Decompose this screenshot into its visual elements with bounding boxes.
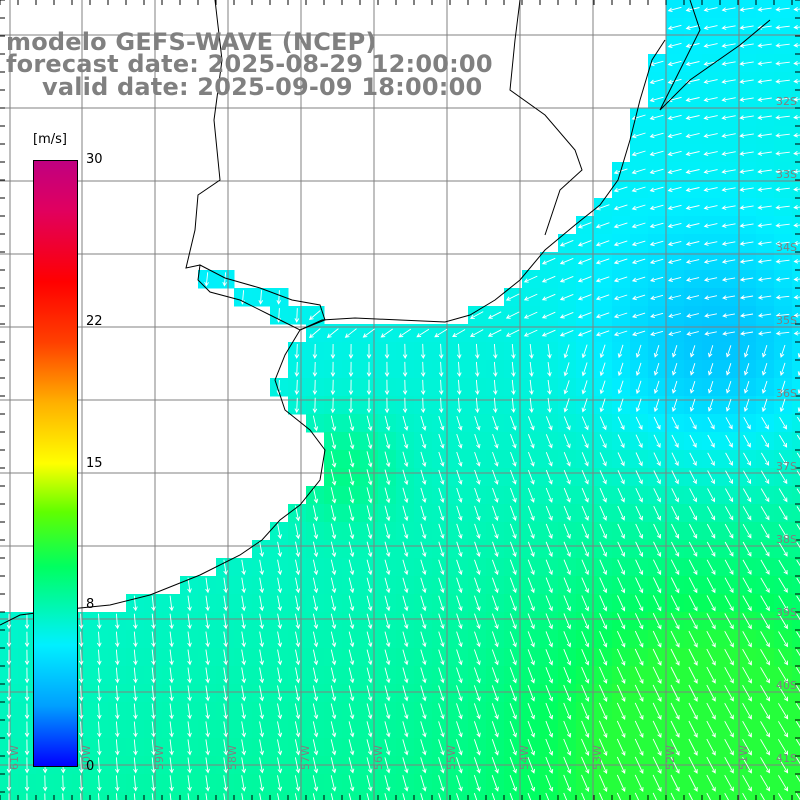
lon-label: 53W	[591, 745, 604, 770]
wind-speed-cell	[792, 702, 800, 721]
wind-speed-cell	[792, 414, 800, 433]
lat-label: 32S	[776, 95, 797, 108]
colorbar-tick-label: 15	[86, 456, 103, 471]
wind-speed-cell	[576, 792, 595, 800]
wind-speed-cell	[612, 792, 631, 800]
wind-speed-cell	[468, 792, 487, 800]
wind-speed-cell	[234, 792, 253, 800]
wind-speed-cell	[666, 792, 685, 800]
wind-speed-cell	[648, 792, 667, 800]
wind-speed-cell	[288, 792, 307, 800]
wind-speed-cell	[792, 486, 800, 505]
colorbar-tick-label: 22	[86, 314, 103, 329]
wind-speed-cell	[162, 792, 181, 800]
lon-label: 61W	[8, 745, 21, 770]
wind-speed-cell	[270, 792, 289, 800]
wind-speed-cell	[792, 576, 800, 595]
wind-speed-cell	[450, 792, 469, 800]
wind-speed-cell	[522, 792, 541, 800]
lat-label: 35S	[776, 314, 797, 327]
wind-speed-cell	[594, 792, 613, 800]
wind-speed-cell	[486, 792, 505, 800]
wind-speed-cell	[756, 792, 775, 800]
lat-label: 37S	[776, 460, 797, 473]
wind-speed-cell	[306, 792, 325, 800]
colorbar-tick-label: 8	[86, 597, 94, 612]
wind-speed-cell	[792, 432, 800, 451]
wind-speed-cell	[792, 792, 800, 800]
lat-label: 41S	[776, 752, 797, 765]
wind-speed-cell	[684, 792, 703, 800]
lon-label: 56W	[372, 745, 385, 770]
wind-speed-cell	[414, 792, 433, 800]
lon-label: 59W	[153, 745, 166, 770]
lon-label: 54W	[518, 745, 531, 770]
wind-speed-cell	[792, 504, 800, 523]
wind-speed-cell	[252, 792, 271, 800]
lon-label: 51W	[737, 745, 750, 770]
wind-speed-cell	[216, 792, 235, 800]
wind-speed-cell	[342, 792, 361, 800]
wind-speed-cell	[792, 630, 800, 649]
wind-speed-cell	[144, 792, 163, 800]
lat-label: 40S	[776, 679, 797, 692]
wind-speed-cell	[180, 792, 199, 800]
wind-speed-cell	[378, 792, 397, 800]
lon-label: 58W	[226, 745, 239, 770]
valid-date: valid date: 2025-09-09 18:00:00	[42, 75, 482, 99]
wind-speed-cell	[360, 792, 379, 800]
wind-speed-cell	[792, 720, 800, 739]
lat-label: 38S	[776, 533, 797, 546]
colorbar-tick-label: 30	[86, 152, 103, 167]
wind-speed-cell	[774, 792, 793, 800]
lon-label: 57W	[299, 745, 312, 770]
wind-speed-cell	[630, 792, 649, 800]
wind-speed-cell	[702, 792, 721, 800]
lat-label: 34S	[776, 241, 797, 254]
colorbar	[33, 160, 78, 767]
lon-label: 55W	[445, 745, 458, 770]
lat-label: 39S	[776, 606, 797, 619]
colorbar-tick-label: 0	[86, 759, 94, 774]
wind-speed-cell	[792, 558, 800, 577]
wind-speed-cell	[198, 792, 217, 800]
lat-label: 36S	[776, 387, 797, 400]
wind-speed-cell	[738, 792, 757, 800]
colorbar-unit: [m/s]	[33, 132, 67, 147]
wind-speed-cell	[720, 792, 739, 800]
lat-label: 33S	[776, 168, 797, 181]
wind-speed-cell	[792, 648, 800, 667]
wind-speed-cell	[432, 792, 451, 800]
wind-speed-cell	[396, 792, 415, 800]
wind-speed-cell	[558, 792, 577, 800]
lon-label: 52W	[664, 745, 677, 770]
wind-speed-cell	[540, 792, 559, 800]
wind-speed-cell	[792, 774, 800, 793]
wind-speed-cell	[324, 792, 343, 800]
